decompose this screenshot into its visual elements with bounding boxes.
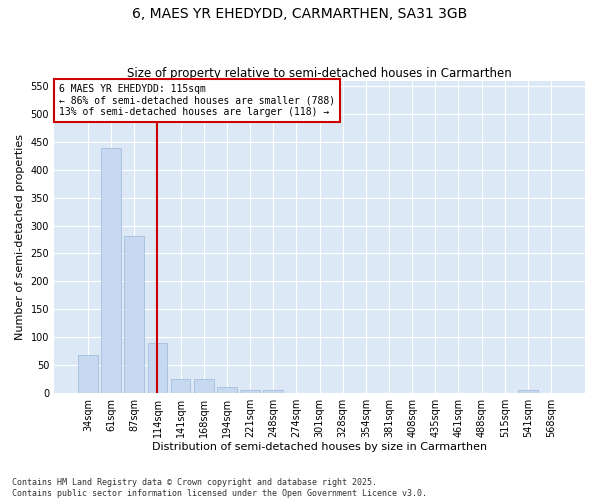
- Bar: [518, 390, 538, 392]
- Text: 6 MAES YR EHEDYDD: 115sqm
← 86% of semi-detached houses are smaller (788)
13% of: 6 MAES YR EHEDYDD: 115sqm ← 86% of semi-…: [59, 84, 335, 117]
- Bar: [217, 387, 237, 392]
- Bar: [78, 355, 98, 393]
- Bar: [240, 390, 260, 392]
- Bar: [194, 380, 214, 392]
- Y-axis label: Number of semi-detached properties: Number of semi-detached properties: [15, 134, 25, 340]
- Bar: [171, 380, 190, 392]
- Title: Size of property relative to semi-detached houses in Carmarthen: Size of property relative to semi-detach…: [127, 66, 512, 80]
- Bar: [263, 390, 283, 392]
- Bar: [148, 342, 167, 392]
- Text: Contains HM Land Registry data © Crown copyright and database right 2025.
Contai: Contains HM Land Registry data © Crown c…: [12, 478, 427, 498]
- Bar: [101, 148, 121, 392]
- Text: 6, MAES YR EHEDYDD, CARMARTHEN, SA31 3GB: 6, MAES YR EHEDYDD, CARMARTHEN, SA31 3GB: [133, 8, 467, 22]
- X-axis label: Distribution of semi-detached houses by size in Carmarthen: Distribution of semi-detached houses by …: [152, 442, 487, 452]
- Bar: [124, 236, 144, 392]
